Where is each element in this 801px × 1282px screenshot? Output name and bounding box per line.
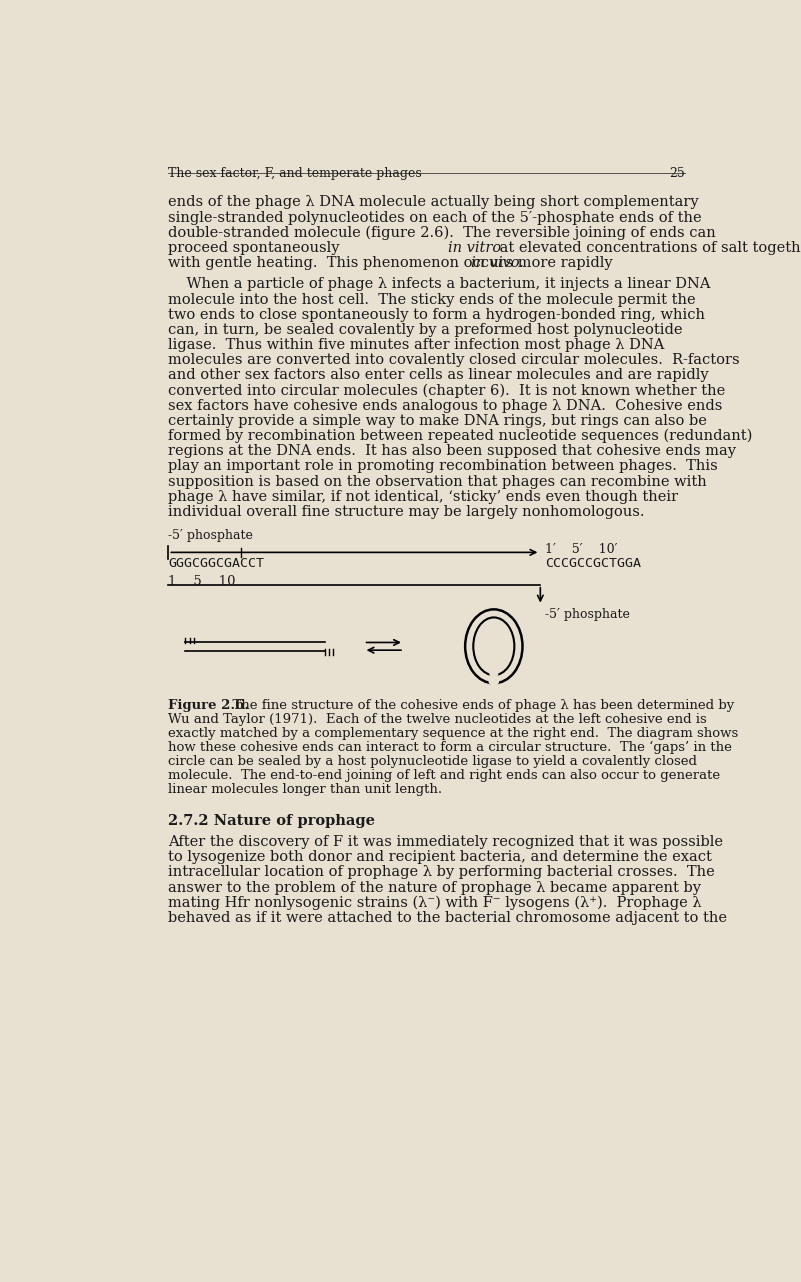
Text: GGGCGGCGACCT: GGGCGGCGACCT — [168, 556, 264, 570]
Text: After the discovery of F it was immediately recognized that it was possible: After the discovery of F it was immediat… — [168, 835, 723, 849]
Text: single-stranded polynucleotides on each of the 5′-phosphate ends of the: single-stranded polynucleotides on each … — [168, 210, 702, 224]
Text: proceed spontaneously: proceed spontaneously — [168, 241, 344, 255]
Text: formed by recombination between repeated nucleotide sequences (redundant): formed by recombination between repeated… — [168, 429, 753, 444]
Text: supposition is based on the observation that phages can recombine with: supposition is based on the observation … — [168, 474, 707, 488]
Ellipse shape — [490, 679, 497, 685]
Text: molecules are converted into covalently closed circular molecules.  R-factors: molecules are converted into covalently … — [168, 353, 740, 367]
Text: molecule.  The end-to-end joining of left and right ends can also occur to gener: molecule. The end-to-end joining of left… — [168, 769, 720, 782]
Text: at elevated concentrations of salt together: at elevated concentrations of salt toget… — [495, 241, 801, 255]
Text: -5′ phosphate: -5′ phosphate — [545, 608, 630, 620]
Text: individual overall fine structure may be largely nonhomologous.: individual overall fine structure may be… — [168, 505, 645, 519]
Text: to lysogenize both donor and recipient bacteria, and determine the exact: to lysogenize both donor and recipient b… — [168, 850, 712, 864]
Text: converted into circular molecules (chapter 6).  It is not known whether the: converted into circular molecules (chapt… — [168, 383, 726, 397]
Text: play an important role in promoting recombination between phages.  This: play an important role in promoting reco… — [168, 459, 718, 473]
Text: behaved as if it were attached to the bacterial chromosome adjacent to the: behaved as if it were attached to the ba… — [168, 912, 727, 924]
Text: When a particle of phage λ infects a bacterium, it injects a linear DNA: When a particle of phage λ infects a bac… — [168, 277, 710, 291]
Text: mating Hfr nonlysogenic strains (λ⁻) with F⁻ lysogens (λ⁺).  Prophage λ: mating Hfr nonlysogenic strains (λ⁻) wit… — [168, 896, 702, 910]
Text: and other sex factors also enter cells as linear molecules and are rapidly: and other sex factors also enter cells a… — [168, 368, 709, 382]
Text: Figure 2.6.: Figure 2.6. — [168, 699, 249, 712]
Text: two ends to close spontaneously to form a hydrogen-bonded ring, which: two ends to close spontaneously to form … — [168, 308, 706, 322]
Text: certainly provide a simple way to make DNA rings, but rings can also be: certainly provide a simple way to make D… — [168, 414, 707, 428]
Text: -5′ phosphate: -5′ phosphate — [168, 529, 253, 542]
Text: double-stranded molecule (figure 2.6).  The reversible joining of ends can: double-stranded molecule (figure 2.6). T… — [168, 226, 716, 240]
Ellipse shape — [491, 672, 497, 676]
Text: can, in turn, be sealed covalently by a preformed host polynucleotide: can, in turn, be sealed covalently by a … — [168, 323, 682, 337]
Text: exactly matched by a complementary sequence at the right end.  The diagram shows: exactly matched by a complementary seque… — [168, 727, 739, 740]
Text: in vitro: in vitro — [449, 241, 501, 255]
Text: The fine structure of the cohesive ends of phage λ has been determined by: The fine structure of the cohesive ends … — [224, 699, 735, 712]
Text: Wu and Taylor (1971).  Each of the twelve nucleotides at the left cohesive end i: Wu and Taylor (1971). Each of the twelve… — [168, 713, 707, 726]
Text: linear molecules longer than unit length.: linear molecules longer than unit length… — [168, 783, 442, 796]
Text: sex factors have cohesive ends analogous to phage λ DNA.  Cohesive ends: sex factors have cohesive ends analogous… — [168, 399, 723, 413]
Text: regions at the DNA ends.  It has also been supposed that cohesive ends may: regions at the DNA ends. It has also bee… — [168, 444, 736, 458]
Text: ligase.  Thus within five minutes after infection most phage λ DNA: ligase. Thus within five minutes after i… — [168, 338, 665, 353]
Text: 2.7.2 Nature of prophage: 2.7.2 Nature of prophage — [168, 814, 376, 828]
Text: CCCGCCGCTGGA: CCCGCCGCTGGA — [545, 556, 641, 570]
Text: molecule into the host cell.  The sticky ends of the molecule permit the: molecule into the host cell. The sticky … — [168, 292, 696, 306]
Text: answer to the problem of the nature of prophage λ became apparent by: answer to the problem of the nature of p… — [168, 881, 702, 895]
Text: The sex factor, F, and temperate phages: The sex factor, F, and temperate phages — [168, 167, 422, 179]
Text: phage λ have similar, if not identical, ‘sticky’ ends even though their: phage λ have similar, if not identical, … — [168, 490, 678, 504]
Text: how these cohesive ends can interact to form a circular structure.  The ‘gaps’ i: how these cohesive ends can interact to … — [168, 741, 732, 754]
Text: ends of the phage λ DNA molecule actually being short complementary: ends of the phage λ DNA molecule actuall… — [168, 195, 699, 209]
Text: 1′    5′    10′: 1′ 5′ 10′ — [545, 542, 618, 556]
Text: circle can be sealed by a host polynucleotide ligase to yield a covalently close: circle can be sealed by a host polynucle… — [168, 755, 698, 768]
Text: intracellular location of prophage λ by performing bacterial crosses.  The: intracellular location of prophage λ by … — [168, 865, 715, 879]
Text: with gentle heating.  This phenomenon occurs more rapidly: with gentle heating. This phenomenon occ… — [168, 256, 618, 271]
Text: in vivo.: in vivo. — [470, 256, 523, 271]
Text: 1    5    10: 1 5 10 — [168, 574, 235, 587]
Text: 25: 25 — [670, 167, 685, 179]
